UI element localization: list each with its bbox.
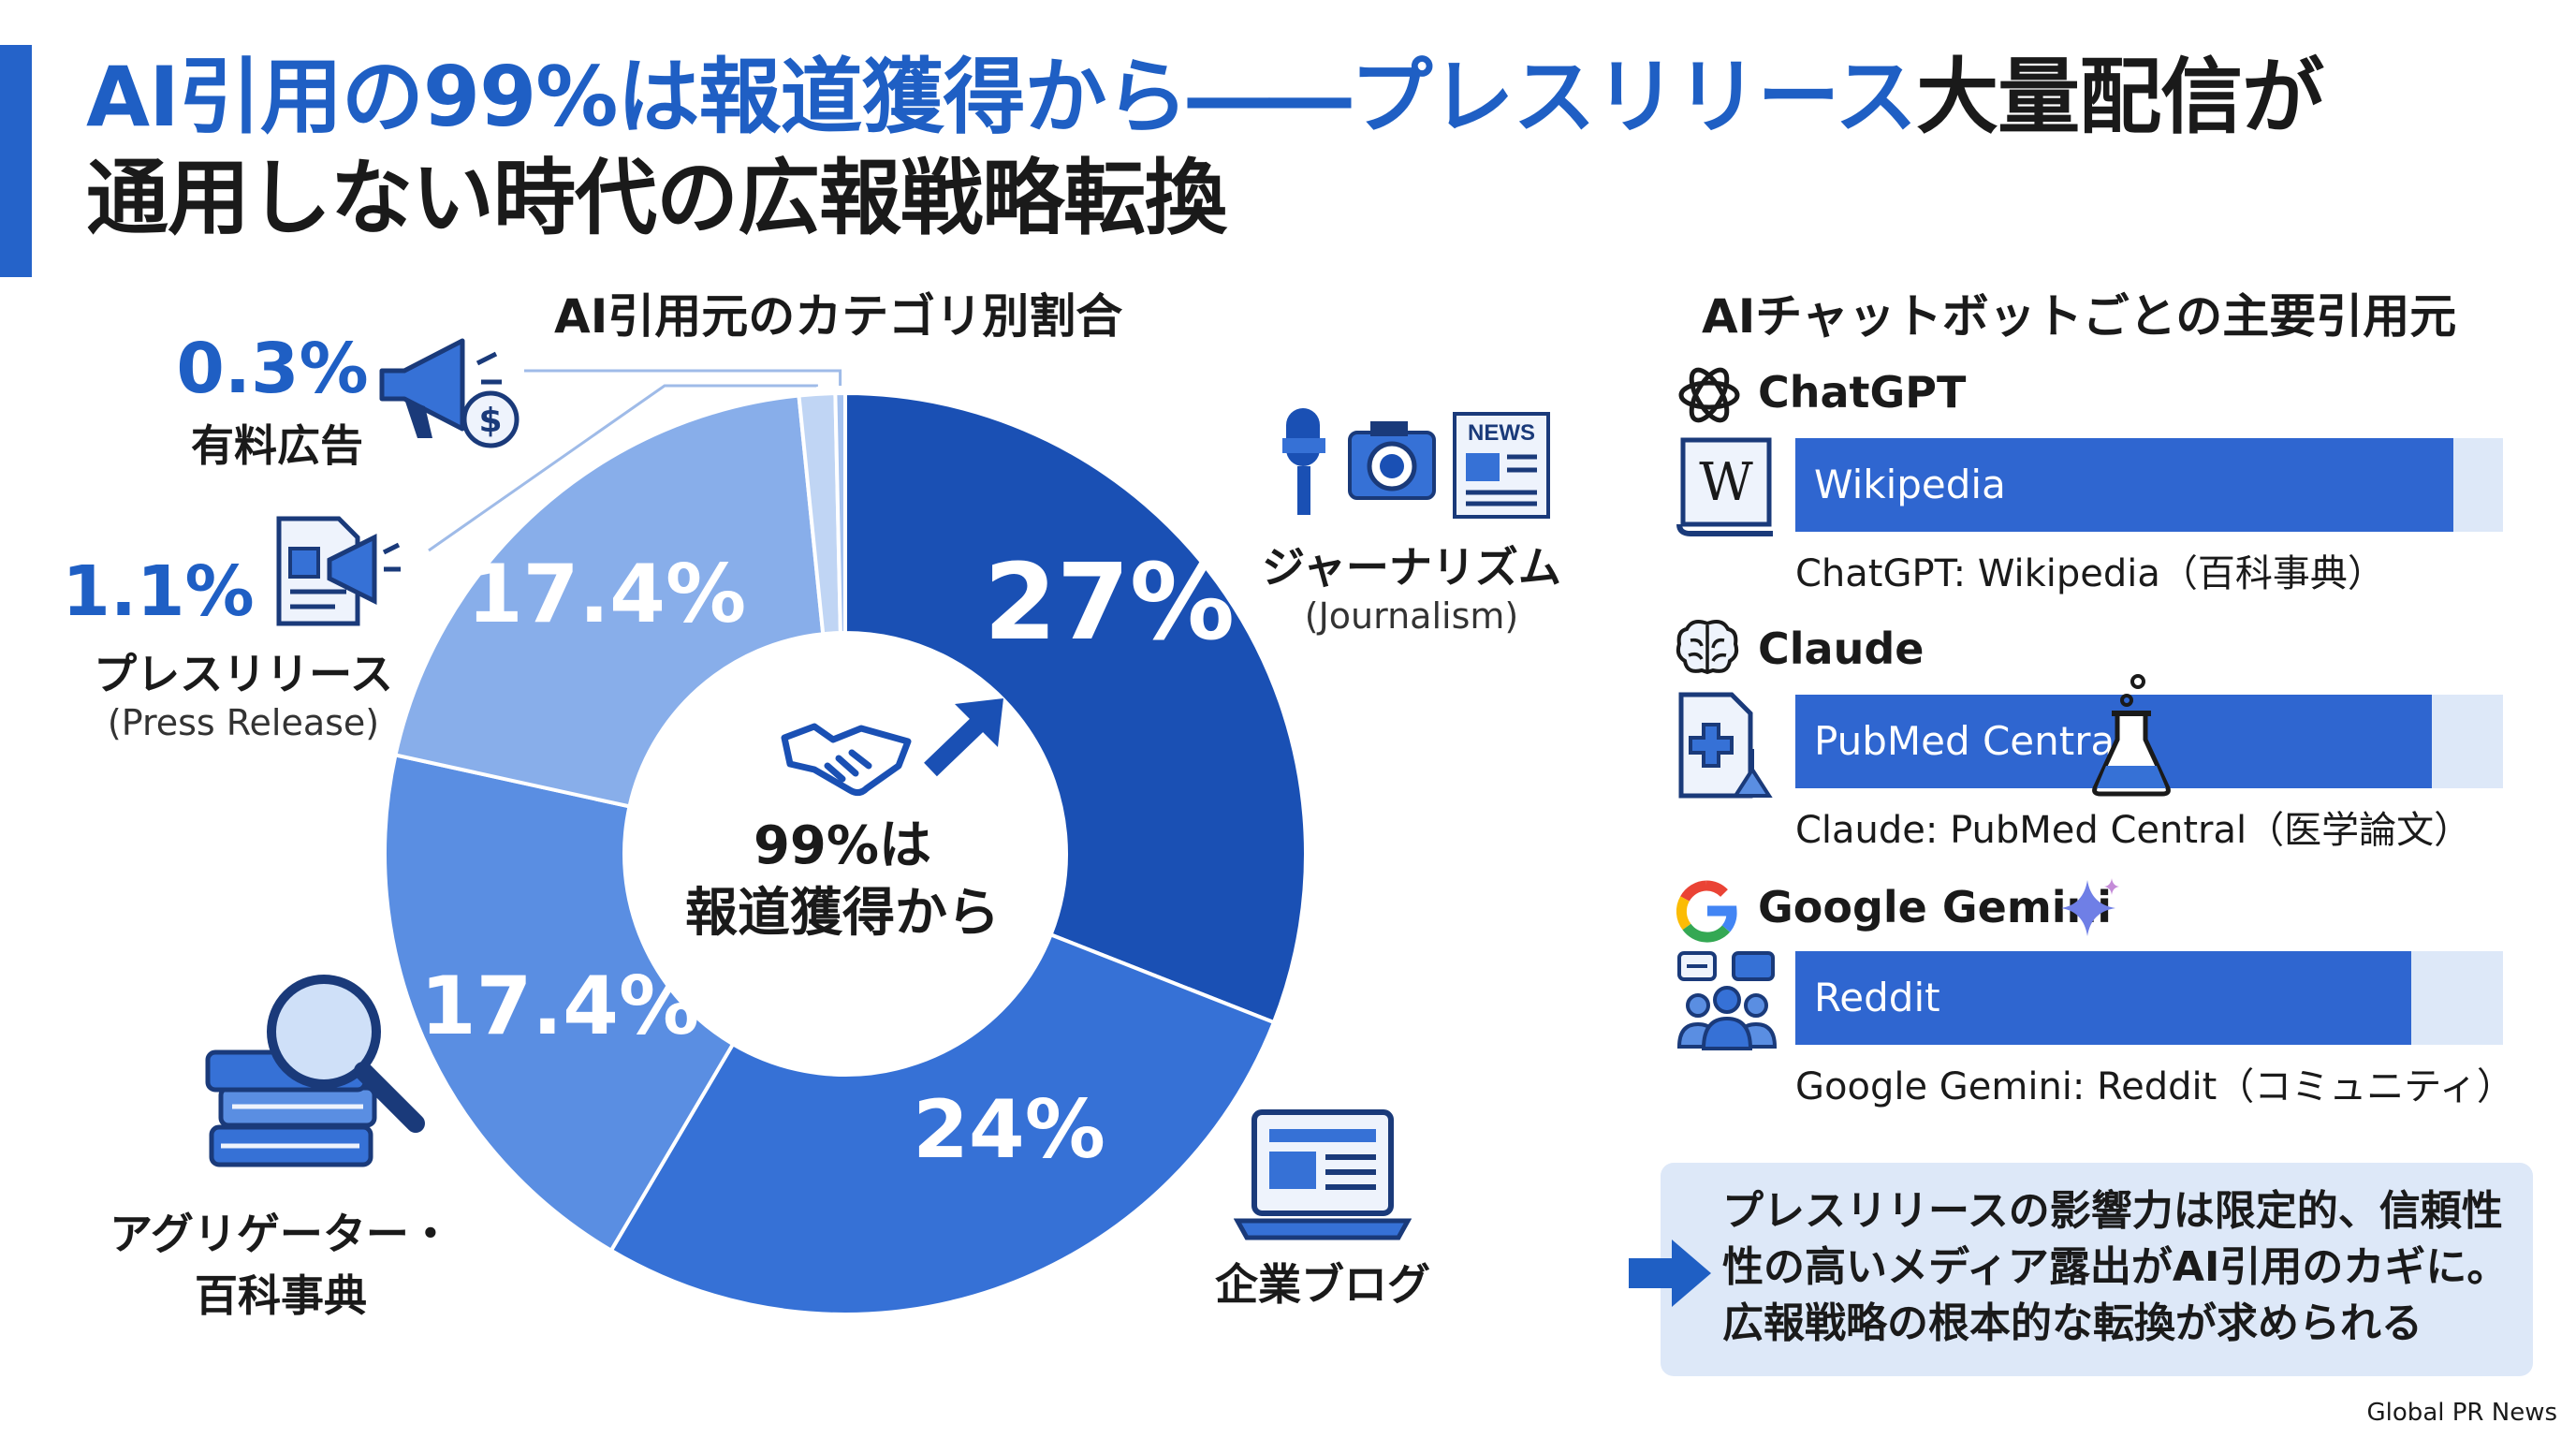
annotation-journalism: ジャーナリズム (Journalism)	[1243, 534, 1580, 637]
annotation-ads-jp: 有料広告	[191, 420, 363, 471]
annotation-aggregator-line2: 百科事典	[195, 1270, 367, 1321]
source-credit: Global PR News	[2366, 1399, 2557, 1427]
leader-lines	[428, 369, 842, 552]
donut-slice-1	[608, 932, 1277, 1316]
donut-slice-5	[833, 390, 847, 636]
note-line-1: プレスリリースの影響力は限定的、信頼性	[1722, 1187, 2503, 1235]
bot-name-chatgpt: ChatGPT	[1758, 367, 1967, 418]
megaphone-dollar-icon: $	[379, 338, 520, 448]
openai-logo-icon	[1678, 367, 1740, 423]
bots-section-title: AIチャットボットごとの主要引用元	[1702, 289, 2457, 344]
community-icon	[1676, 951, 1778, 1050]
annotation-press-pct: 1.1%	[51, 554, 266, 629]
note-line-3: 広報戦略の根本的な転換が求められる	[1722, 1299, 2422, 1347]
donut-slices	[383, 390, 1309, 1316]
wikipedia-icon-letter: W	[1699, 452, 1753, 513]
annotation-aggregator-line1: アグリゲーター・	[110, 1209, 452, 1259]
handshake-icon	[781, 723, 912, 797]
annotation-journalism-en: (Journalism)	[1304, 595, 1519, 637]
bar-caption-claude: Claude: PubMed Central（医学論文）	[1795, 809, 2472, 852]
flask-icon	[2092, 674, 2171, 797]
annotation-ads-pct: 0.3%	[165, 331, 380, 406]
donut-center-label: 99%は 報道獲得から	[655, 813, 1030, 947]
bar-track-gemini: Reddit	[1795, 951, 2503, 1045]
books-magnifier-icon	[205, 975, 425, 1167]
brain-icon	[1676, 620, 1739, 675]
bar-fill-gemini	[1795, 951, 2411, 1045]
bar-track-chatgpt: Wikipedia	[1795, 438, 2503, 532]
note-line-2: 性の高いメディア露出がAI引用のカギに。	[1722, 1243, 2509, 1291]
donut-slice-3	[393, 393, 826, 809]
bot-name-gemini: Google Gemini	[1758, 882, 2113, 932]
bar-fill-chatgpt	[1795, 438, 2454, 532]
arrow-up-right-icon	[924, 698, 1003, 777]
newspaper-icon-text: NEWS	[1468, 420, 1535, 446]
laptop-icon	[1234, 1109, 1412, 1240]
google-logo-icon	[1676, 880, 1737, 943]
page-title-highlight: AI引用の99%は報道獲得から――プレスリリース	[86, 49, 1917, 145]
conclusion-note-text: プレスリリースの影響力は限定的、信頼性 性の高いメディア露出がAI引用のカギに。…	[1722, 1183, 2508, 1352]
title-accent-bar	[0, 45, 32, 277]
annotation-ads-pct-value: 0.3%	[176, 329, 369, 409]
annotation-journalism-jp: ジャーナリズム	[1262, 542, 1561, 593]
wikipedia-book-icon: W	[1676, 437, 1773, 536]
microphone-camera-newspaper-icon: NEWS	[1282, 408, 1550, 519]
center-label-line1: 99%は	[753, 815, 932, 876]
donut-slice-label-3: 17.4%	[467, 548, 746, 641]
donut-slice-label-0: 27%	[984, 542, 1235, 664]
bar-caption-gemini: Google Gemini: Reddit（コミュニティ）	[1795, 1065, 2514, 1108]
medical-document-icon	[1678, 692, 1773, 799]
page-title-line1: AI引用の99%は報道獲得から――プレスリリース大量配信が	[86, 47, 2324, 148]
annotation-press-jp: プレスリリース	[94, 649, 393, 699]
page-title-line2: 通用しない時代の広報戦略転換	[86, 150, 1227, 246]
annotation-press-en: (Press Release)	[107, 702, 380, 743]
center-label-line2: 報道獲得から	[685, 883, 1000, 944]
annotation-aggregator: アグリゲーター・ 百科事典	[66, 1200, 496, 1324]
donut-slice-label-2: 17.4%	[420, 960, 699, 1053]
bar-track-claude: PubMed Central	[1795, 695, 2503, 788]
annotation-ads: 有料広告	[155, 412, 399, 474]
annotation-press: プレスリリース (Press Release)	[56, 640, 431, 743]
annotation-blog-jp: 企業ブログ	[1215, 1259, 1430, 1310]
donut-slice-labels: 27% 24% 17.4% 17.4%	[420, 542, 1235, 1177]
gemini-sparkle-icon	[2061, 878, 2119, 936]
bar-label-claude: PubMed Central	[1814, 718, 2126, 764]
document-megaphone-icon	[276, 516, 401, 626]
leader-line-5	[524, 369, 842, 387]
leader-line-4	[428, 384, 818, 552]
bot-name-claude: Claude	[1758, 624, 1925, 674]
bar-label-gemini: Reddit	[1814, 975, 1940, 1020]
donut-slice-2	[383, 753, 736, 1254]
conclusion-note: プレスリリースの影響力は限定的、信頼性 性の高いメディア露出がAI引用のカギに。…	[1629, 1163, 2533, 1376]
arrow-right-icon	[1629, 1240, 1711, 1307]
donut-slice-0	[843, 390, 1309, 1025]
bar-caption-chatgpt: ChatGPT: Wikipedia（百科事典）	[1795, 552, 2385, 595]
chart-title: AI引用元のカテゴリ別割合	[554, 289, 1123, 344]
annotation-press-pct-value: 1.1%	[62, 551, 255, 632]
donut-slice-label-1: 24%	[913, 1083, 1105, 1177]
page-title-rest: 大量配信が	[1916, 49, 2324, 145]
annotation-blog: 企業ブログ	[1178, 1251, 1468, 1313]
bar-label-chatgpt: Wikipedia	[1814, 462, 2006, 507]
svg-text:$: $	[478, 402, 502, 440]
